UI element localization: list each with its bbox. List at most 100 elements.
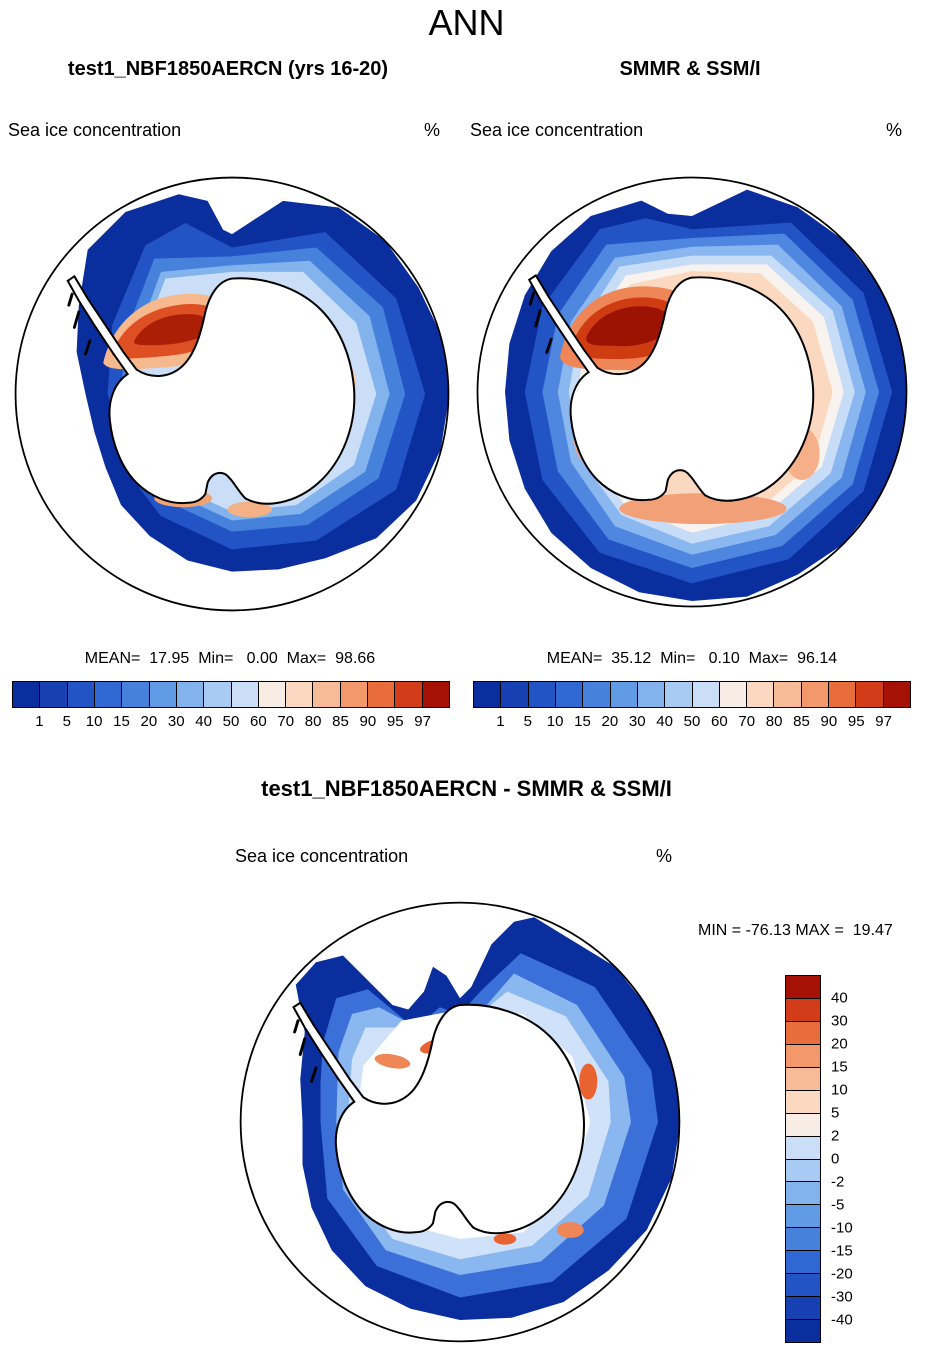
colorbar-tick-label: 30 <box>167 713 185 730</box>
diff-stats: MIN = -76.13 MAX = 19.47 <box>698 922 893 939</box>
colorbar-segment <box>786 1205 820 1229</box>
colorbar-segment <box>40 682 68 707</box>
colorbar-segment <box>665 682 693 707</box>
colorbar-segment <box>422 682 449 707</box>
colorbar-tick-label: 70 <box>277 713 295 730</box>
colorbar-tick-label: 40 <box>656 713 673 730</box>
colorbar-segment <box>555 682 584 707</box>
colorbar-segment <box>204 682 232 707</box>
colorbar-tick-label: 20 <box>140 713 158 730</box>
colorbar-tick-label: -40 <box>831 1311 853 1329</box>
colorbar-segment <box>747 682 775 707</box>
colorbar-tick-label: -5 <box>831 1196 845 1214</box>
colorbar-tick-label: 10 <box>85 713 103 730</box>
obs-map <box>476 176 908 608</box>
diff-field <box>292 917 680 1320</box>
model-map-boundary <box>14 176 450 612</box>
obs-colorbar-bar <box>473 681 911 708</box>
diff-colorbar: 40 30 20 15 10 5 2 0 -2 -5 -10 -15 -20 -30 -40 <box>785 975 905 1343</box>
obs-map-boundary <box>476 176 908 608</box>
model-colorbar: 1 5 10 15 20 30 40 50 60 70 80 85 90 95 97 <box>12 681 450 737</box>
model-units-label: % <box>423 120 440 140</box>
colorbar-segment <box>122 682 150 707</box>
model-colorbar-labels: 1 5 10 15 20 30 40 50 60 70 80 85 90 95 97 <box>12 708 450 732</box>
colorbar-segment <box>149 682 177 707</box>
colorbar-tick-label: 1 <box>35 713 44 730</box>
colorbar-segment <box>231 682 259 707</box>
colorbar-segment <box>786 1136 820 1160</box>
colorbar-tick-label: 10 <box>831 1081 848 1099</box>
colorbar-tick-label: 5 <box>62 713 71 730</box>
diff-map-boundary <box>239 901 681 1343</box>
colorbar-segment <box>786 1320 820 1342</box>
colorbar-segment <box>286 682 314 707</box>
colorbar-tick-label: 20 <box>601 713 619 730</box>
colorbar-segment <box>67 682 95 707</box>
colorbar-segment <box>883 682 910 707</box>
colorbar-tick-label: 97 <box>414 713 431 730</box>
colorbar-tick-label: 20 <box>831 1035 848 1053</box>
colorbar-segment <box>94 682 123 707</box>
colorbar-tick-label: 60 <box>250 713 267 730</box>
colorbar-segment <box>774 682 802 707</box>
colorbar-segment <box>786 1182 820 1206</box>
obs-colorbar-labels: 1 5 10 15 20 30 40 50 60 70 80 85 90 95 97 <box>473 708 911 732</box>
colorbar-tick-label: 80 <box>304 713 322 730</box>
colorbar-segment <box>395 682 423 707</box>
colorbar-tick-label: 30 <box>831 1012 848 1030</box>
model-variable-label: Sea ice concentration <box>8 120 182 140</box>
colorbar-tick-label: -20 <box>831 1265 853 1283</box>
colorbar-tick-label: -15 <box>831 1242 853 1260</box>
colorbar-tick-label: 40 <box>195 713 212 730</box>
colorbar-tick-label: 1 <box>496 713 505 730</box>
colorbar-segment <box>786 1067 820 1091</box>
diff-variable-row: Sea ice concentration % <box>235 846 672 867</box>
colorbar-tick-label: -2 <box>831 1173 845 1191</box>
colorbar-tick-label: 2 <box>831 1127 840 1145</box>
obs-colorbar: 1 5 10 15 20 30 40 50 60 70 80 85 90 95 97 <box>473 681 911 737</box>
colorbar-segment <box>610 682 638 707</box>
colorbar-segment <box>786 1044 820 1068</box>
colorbar-segment <box>786 1021 820 1045</box>
colorbar-segment <box>786 1297 820 1321</box>
obs-weddell-high-concentration-blob <box>560 286 708 370</box>
model-variable-row: Sea ice concentration % <box>8 120 440 141</box>
colorbar-segment <box>786 1251 820 1275</box>
colorbar-segment <box>692 682 720 707</box>
obs-panel-title: SMMR & SSM/I <box>619 58 761 80</box>
colorbar-tick-label: 50 <box>683 713 701 730</box>
colorbar-segment <box>786 976 820 999</box>
colorbar-tick-label: 5 <box>523 713 532 730</box>
colorbar-segment <box>528 682 556 707</box>
obs-ice-field <box>505 189 907 601</box>
colorbar-segment <box>801 682 830 707</box>
diff-variable-label: Sea ice concentration <box>235 846 409 866</box>
colorbar-segment <box>786 998 820 1022</box>
colorbar-segment <box>637 682 666 707</box>
colorbar-segment <box>786 1274 820 1298</box>
colorbar-segment <box>258 682 287 707</box>
colorbar-tick-label: 85 <box>332 713 349 730</box>
colorbar-tick-label: -30 <box>831 1288 853 1306</box>
model-colorbar-bar <box>12 681 450 708</box>
colorbar-segment <box>829 682 857 707</box>
colorbar-segment <box>786 1113 820 1137</box>
diff-panel-title: test1_NBF1850AERCN - SMMR & SSM/I <box>261 776 672 801</box>
colorbar-segment <box>719 682 748 707</box>
model-map <box>14 176 450 612</box>
colorbar-tick-label: 90 <box>820 713 838 730</box>
colorbar-tick-label: 50 <box>222 713 240 730</box>
colorbar-segment <box>313 682 341 707</box>
diff-colorbar-labels: 40 30 20 15 10 5 2 0 -2 -5 -10 -15 -20 -30 -40 <box>831 975 901 1343</box>
colorbar-segment <box>176 682 205 707</box>
obs-units-label: % <box>885 120 902 140</box>
colorbar-segment <box>474 682 502 707</box>
obs-variable-row: Sea ice concentration % <box>470 120 902 141</box>
diff-colorbar-bar <box>785 975 821 1343</box>
diff-map <box>239 901 681 1343</box>
colorbar-tick-label: -10 <box>831 1219 853 1237</box>
colorbar-segment <box>786 1090 820 1114</box>
colorbar-tick-label: 5 <box>831 1104 840 1122</box>
colorbar-tick-label: 15 <box>831 1058 848 1076</box>
